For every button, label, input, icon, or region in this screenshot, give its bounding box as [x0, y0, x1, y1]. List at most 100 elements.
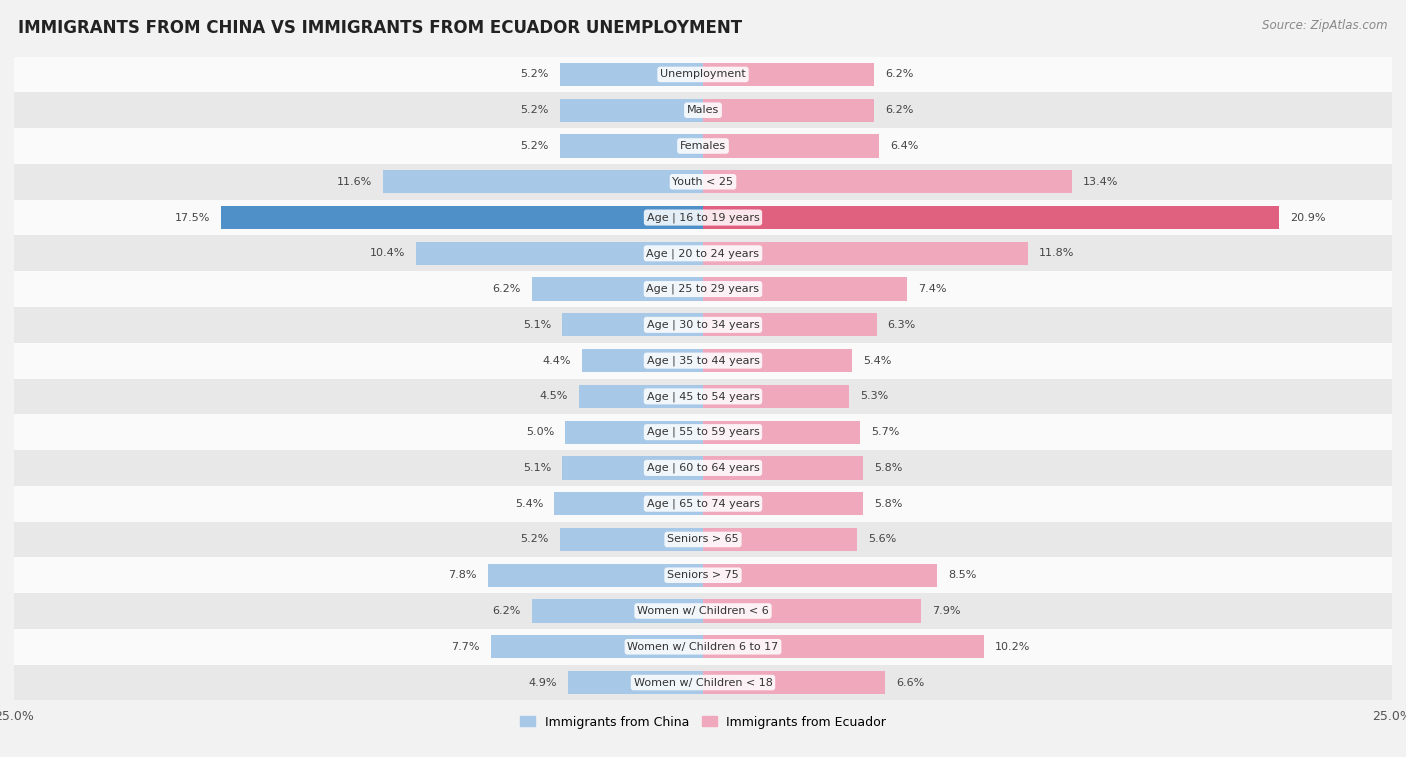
Text: 20.9%: 20.9% [1289, 213, 1326, 223]
Text: 5.3%: 5.3% [860, 391, 889, 401]
Bar [14, 307, 1392, 343]
Bar [531, 600, 703, 622]
Bar [14, 378, 1392, 414]
Text: 17.5%: 17.5% [174, 213, 209, 223]
Bar [560, 135, 703, 157]
Bar [14, 200, 1392, 235]
Bar [14, 414, 1392, 450]
Bar [562, 313, 703, 336]
Bar [491, 635, 703, 659]
Text: Females: Females [681, 141, 725, 151]
Text: 5.4%: 5.4% [863, 356, 891, 366]
Text: Seniors > 65: Seniors > 65 [668, 534, 738, 544]
Text: Youth < 25: Youth < 25 [672, 177, 734, 187]
Text: Source: ZipAtlas.com: Source: ZipAtlas.com [1263, 19, 1388, 32]
Bar [703, 241, 1028, 265]
Text: 5.1%: 5.1% [523, 463, 551, 473]
Text: Women w/ Children < 6: Women w/ Children < 6 [637, 606, 769, 616]
Text: 6.2%: 6.2% [884, 105, 914, 115]
Text: 4.5%: 4.5% [540, 391, 568, 401]
Bar [14, 235, 1392, 271]
Bar [14, 271, 1392, 307]
Text: Age | 45 to 54 years: Age | 45 to 54 years [647, 391, 759, 402]
Text: Age | 20 to 24 years: Age | 20 to 24 years [647, 248, 759, 259]
Bar [384, 170, 703, 193]
Bar [554, 492, 703, 516]
Text: 5.2%: 5.2% [520, 141, 548, 151]
Text: Age | 60 to 64 years: Age | 60 to 64 years [647, 463, 759, 473]
Text: 5.8%: 5.8% [875, 499, 903, 509]
Bar [703, 528, 858, 551]
Bar [703, 170, 1073, 193]
Bar [703, 385, 849, 408]
Text: Age | 65 to 74 years: Age | 65 to 74 years [647, 498, 759, 509]
Text: 6.2%: 6.2% [492, 606, 522, 616]
Text: Seniors > 75: Seniors > 75 [666, 570, 740, 580]
Bar [582, 349, 703, 372]
Text: 6.6%: 6.6% [896, 678, 924, 687]
Text: 6.4%: 6.4% [890, 141, 918, 151]
Text: 13.4%: 13.4% [1083, 177, 1119, 187]
Bar [703, 635, 984, 659]
Bar [568, 671, 703, 694]
Text: 4.4%: 4.4% [543, 356, 571, 366]
Text: 6.3%: 6.3% [887, 320, 915, 330]
Text: Unemployment: Unemployment [661, 70, 745, 79]
Text: 5.8%: 5.8% [875, 463, 903, 473]
Bar [14, 665, 1392, 700]
Text: 8.5%: 8.5% [948, 570, 977, 580]
Bar [14, 450, 1392, 486]
Bar [703, 421, 860, 444]
Bar [221, 206, 703, 229]
Bar [14, 629, 1392, 665]
Bar [562, 456, 703, 479]
Bar [703, 349, 852, 372]
Text: 10.4%: 10.4% [370, 248, 405, 258]
Text: 7.4%: 7.4% [918, 284, 946, 294]
Bar [488, 564, 703, 587]
Bar [703, 135, 879, 157]
Text: IMMIGRANTS FROM CHINA VS IMMIGRANTS FROM ECUADOR UNEMPLOYMENT: IMMIGRANTS FROM CHINA VS IMMIGRANTS FROM… [18, 19, 742, 37]
Text: 5.2%: 5.2% [520, 70, 548, 79]
Text: Age | 55 to 59 years: Age | 55 to 59 years [647, 427, 759, 438]
Text: 11.8%: 11.8% [1039, 248, 1074, 258]
Bar [703, 206, 1279, 229]
Legend: Immigrants from China, Immigrants from Ecuador: Immigrants from China, Immigrants from E… [515, 711, 891, 734]
Bar [14, 92, 1392, 128]
Bar [703, 456, 863, 479]
Text: 4.9%: 4.9% [529, 678, 557, 687]
Text: 11.6%: 11.6% [337, 177, 373, 187]
Text: 7.9%: 7.9% [932, 606, 960, 616]
Text: 5.0%: 5.0% [526, 427, 554, 437]
Text: Age | 16 to 19 years: Age | 16 to 19 years [647, 212, 759, 223]
Text: 5.2%: 5.2% [520, 534, 548, 544]
Bar [14, 486, 1392, 522]
Text: 5.1%: 5.1% [523, 320, 551, 330]
Text: Age | 35 to 44 years: Age | 35 to 44 years [647, 355, 759, 366]
Text: Age | 30 to 34 years: Age | 30 to 34 years [647, 319, 759, 330]
Bar [560, 63, 703, 86]
Bar [14, 57, 1392, 92]
Text: 5.4%: 5.4% [515, 499, 543, 509]
Bar [14, 128, 1392, 164]
Bar [14, 343, 1392, 378]
Text: Women w/ Children < 18: Women w/ Children < 18 [634, 678, 772, 687]
Text: 6.2%: 6.2% [884, 70, 914, 79]
Text: 5.6%: 5.6% [869, 534, 897, 544]
Text: 7.8%: 7.8% [449, 570, 477, 580]
Bar [416, 241, 703, 265]
Bar [14, 593, 1392, 629]
Bar [703, 278, 907, 301]
Bar [703, 600, 921, 622]
Bar [14, 557, 1392, 593]
Bar [703, 492, 863, 516]
Text: Males: Males [688, 105, 718, 115]
Bar [560, 98, 703, 122]
Bar [14, 522, 1392, 557]
Text: 10.2%: 10.2% [995, 642, 1031, 652]
Text: 5.7%: 5.7% [872, 427, 900, 437]
Bar [703, 98, 875, 122]
Bar [14, 164, 1392, 200]
Text: 5.2%: 5.2% [520, 105, 548, 115]
Text: Women w/ Children 6 to 17: Women w/ Children 6 to 17 [627, 642, 779, 652]
